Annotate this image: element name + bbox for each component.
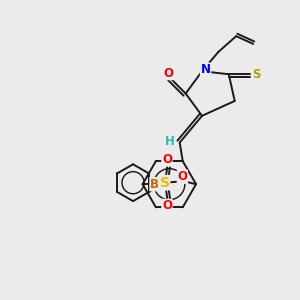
Text: O: O xyxy=(164,67,174,80)
Text: N: N xyxy=(201,63,211,76)
Text: S: S xyxy=(253,68,261,81)
Text: O: O xyxy=(162,153,172,166)
Text: Br: Br xyxy=(150,178,165,191)
Text: O: O xyxy=(162,200,172,212)
Text: O: O xyxy=(177,170,188,183)
Text: H: H xyxy=(165,135,175,148)
Text: S: S xyxy=(160,176,170,190)
